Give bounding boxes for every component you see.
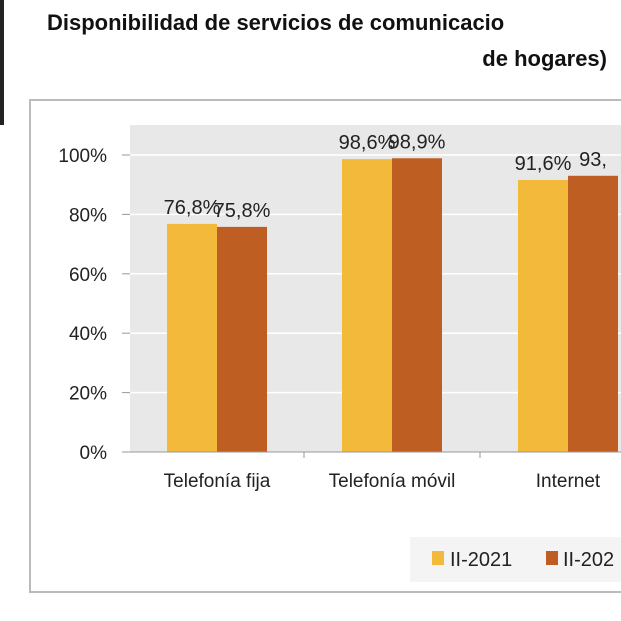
y-tick-label: 0% [80,443,108,464]
data-label: 98,9% [389,131,446,153]
bar-ii-2021-2 [518,179,568,452]
legend-swatch-ii-2021 [432,551,444,565]
y-tick-label: 100% [58,146,107,167]
bar-ii-2021-0 [167,223,217,452]
data-label: 76,8% [164,197,221,219]
chart-title-line-1: Disponibilidad de servicios de comunicac… [47,10,504,35]
y-tick-label: 60% [69,265,107,286]
data-label: 98,6% [339,132,396,154]
data-label: 91,6% [515,153,572,175]
x-tick-label: Telefonía móvil [329,471,456,492]
bar-ii-202-1 [392,158,442,452]
y-tick-label: 20% [69,384,107,405]
bar-ii-202-2 [568,175,618,453]
bar-ii-202-0 [217,226,267,452]
legend-box [410,537,621,582]
x-tick-label: Internet [536,471,601,492]
chart-title-line-2: de hogares) [482,46,607,71]
data-label: 93, [579,149,607,171]
bar-ii-2021-1 [342,159,392,452]
left-edge-bar [0,0,4,125]
legend-label-ii-202: II-202 [563,549,614,571]
y-tick-label: 80% [69,205,107,226]
legend-swatch-ii-202 [546,551,558,565]
y-tick-label: 40% [69,324,107,345]
legend-label-ii-2021: II-2021 [450,549,512,571]
x-tick-label: Telefonía fija [164,471,271,492]
data-label: 75,8% [214,200,271,222]
